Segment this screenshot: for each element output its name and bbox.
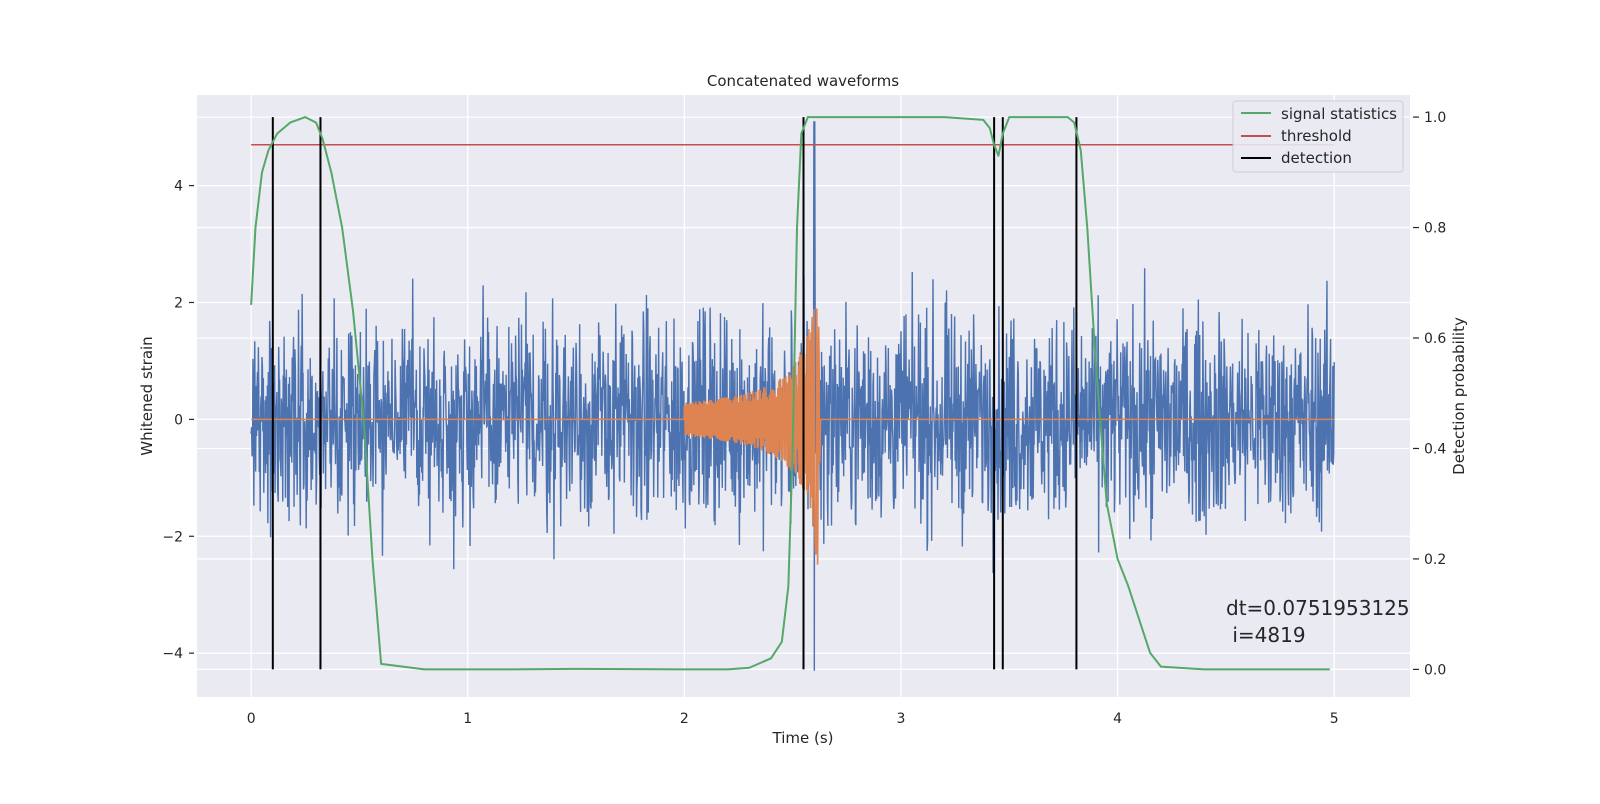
- y-left-tick-label-1: −2: [162, 529, 183, 545]
- legend-label-signal-statistics: signal statistics: [1281, 105, 1397, 123]
- y-right-tick-label-3: 0.6: [1424, 331, 1446, 347]
- y-right-tick-label-5: 1.0: [1424, 110, 1446, 126]
- annotation-dt: dt=0.0751953125: [1226, 596, 1410, 620]
- y-axis-label-left: Whitened strain: [138, 336, 156, 455]
- x-tick-label-5: 5: [1330, 711, 1339, 727]
- x-tick-label-4: 4: [1113, 711, 1122, 727]
- y-left-tick-label-4: 4: [174, 179, 183, 195]
- y-right-tick-label-4: 0.8: [1424, 221, 1446, 237]
- y-right-tick-label-0: 0.0: [1424, 662, 1446, 678]
- legend-box: [1232, 100, 1404, 173]
- y-axis-label-right: Detection probability: [1450, 317, 1468, 475]
- y-right-tick-label-1: 0.2: [1424, 552, 1446, 568]
- data-layer: [250, 116, 1335, 671]
- y-left-tick-label-0: −4: [162, 646, 183, 662]
- y-left-tick-label-3: 2: [174, 295, 183, 311]
- annotation-index: i=4819: [1226, 623, 1306, 647]
- tick-labels: 0 1 2 3 4 5 −4 −2 0 2 4 0.0 0.2 0.4 0.6 0.8 1.0: [162, 110, 1446, 727]
- y-right-tick-label-2: 0.4: [1424, 441, 1446, 457]
- series-signal-statistics: [250, 116, 1330, 671]
- legend: signal statistics threshold detection: [1232, 100, 1404, 173]
- x-tick-label-0: 0: [247, 711, 256, 727]
- y-left-tick-label-2: 0: [174, 412, 183, 428]
- x-tick-label-2: 2: [680, 711, 689, 727]
- x-tick-label-1: 1: [463, 711, 472, 727]
- legend-label-detection: detection: [1281, 149, 1352, 167]
- x-tick-label-3: 3: [897, 711, 906, 727]
- x-axis-label: Time (s): [772, 729, 834, 747]
- chart-title: Concatenated waveforms: [707, 72, 899, 90]
- legend-label-threshold: threshold: [1281, 127, 1352, 145]
